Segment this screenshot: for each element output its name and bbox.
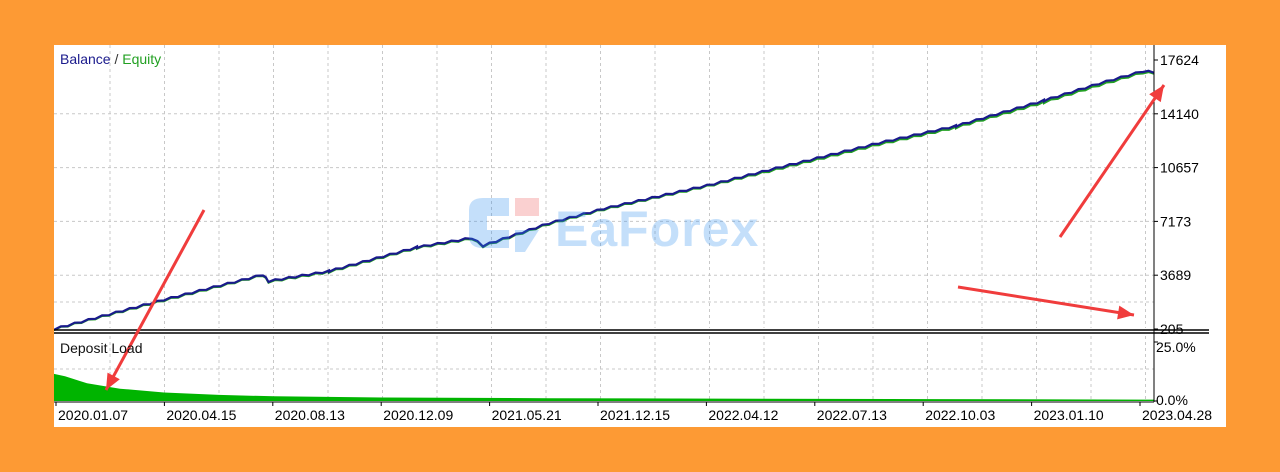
deposit-load-series <box>54 373 1154 401</box>
legend-balance: Balance <box>60 51 111 67</box>
series-line-balance <box>54 69 1155 331</box>
x-tick-label: 2020.12.09 <box>383 407 453 423</box>
y-tick-label: 25.0% <box>1156 339 1196 355</box>
legend-equity: Equity <box>122 51 162 67</box>
legend-separator: / <box>114 51 119 67</box>
x-tick-label: 2023.01.10 <box>1034 407 1104 423</box>
y-tick-label: 3689 <box>1160 267 1191 283</box>
x-tick-label: 2023.04.28 <box>1142 407 1212 423</box>
x-tick-label: 2022.07.13 <box>817 407 887 423</box>
deposit-load-area <box>54 373 1154 401</box>
y-tick-label: 14140 <box>1160 106 1199 122</box>
grid-lines <box>54 45 1154 402</box>
x-tick-label: 2020.08.13 <box>275 407 345 423</box>
arrow-head <box>106 372 120 390</box>
arrow-shaft <box>104 209 206 391</box>
arrow-shaft <box>957 285 1135 317</box>
x-tick-label: 2021.05.21 <box>492 407 562 423</box>
x-tick-label: 2020.04.15 <box>166 407 236 423</box>
axes <box>54 45 1209 406</box>
tick-labels: 17624 14140 10657 7173 3689 205 25.0% 0.0% 2020.… <box>58 52 1212 423</box>
arrow-shaft <box>1058 84 1166 238</box>
arrow-head <box>1117 305 1134 320</box>
x-tick-label: 2020.01.07 <box>58 407 128 423</box>
y-tick-label: 17624 <box>1160 52 1199 68</box>
chart-frame: 17624 14140 10657 7173 3689 205 25.0% 0.0% 2020.… <box>54 45 1226 427</box>
y-tick-label: 10657 <box>1160 160 1199 176</box>
annotation-arrow <box>104 209 206 391</box>
chart-svg: 17624 14140 10657 7173 3689 205 25.0% 0.0% 2020.… <box>54 45 1212 423</box>
annotation-arrow <box>1058 84 1166 238</box>
arrow-head <box>1149 85 1164 103</box>
annotation-arrow <box>957 285 1135 320</box>
y-tick-label: 205 <box>1160 321 1184 337</box>
x-tick-label: 2022.04.12 <box>708 407 778 423</box>
y-tick-label: 0.0% <box>1156 392 1188 408</box>
series-lines <box>54 69 1155 332</box>
x-tick-label: 2022.10.03 <box>925 407 995 423</box>
y-tick-label: 7173 <box>1160 213 1191 229</box>
chart-legend: Balance / Equity <box>60 51 161 67</box>
x-tick-label: 2021.12.15 <box>600 407 670 423</box>
annotation-arrows <box>104 84 1166 391</box>
deposit-load-title: Deposit Load <box>60 340 143 356</box>
